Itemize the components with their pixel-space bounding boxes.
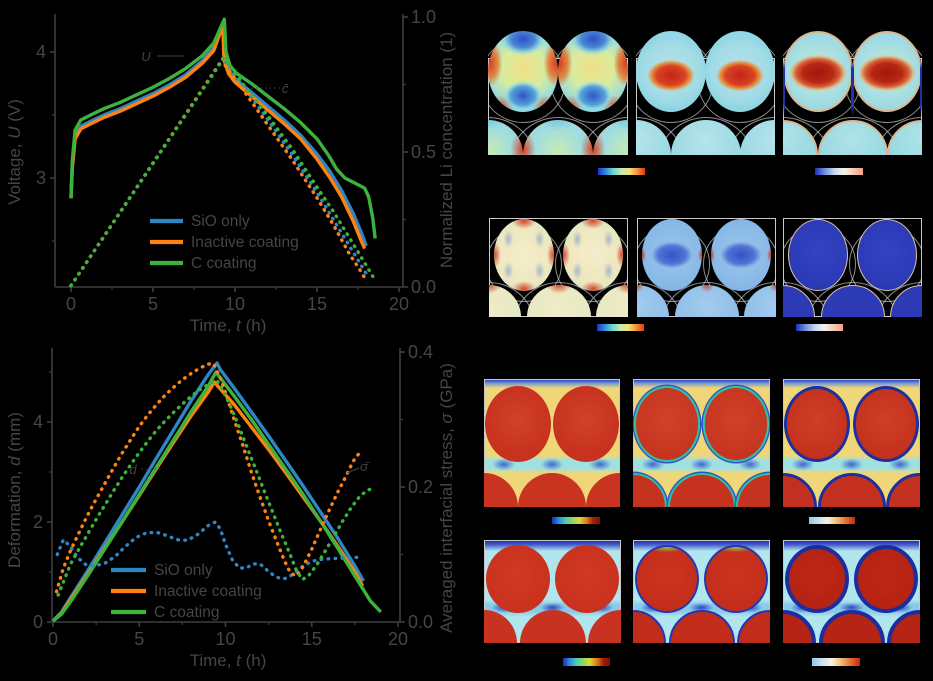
x-tick-label: 10 [225,294,245,314]
legend-label-inactive: Inactive coating [191,234,299,251]
legend-label-inactive: Inactive coating [154,583,262,600]
panel-r1c2 [636,31,775,155]
panel-r4c2 [633,540,770,643]
particle [635,545,700,613]
colorbar-rainbow-4 [563,658,610,666]
particle [783,31,853,112]
panel-r4c3 [783,540,920,643]
colorbar-coolwarm-4 [812,658,860,666]
particle [636,31,706,112]
y-tick-label-right: 1.0 [411,7,436,27]
panel-r4c1 [484,540,621,643]
annotation-U: U [141,49,151,64]
colorbar-coolwarm-3 [809,517,855,524]
y-axis-label-right: Averaged interfacial stress, σ (GPa) [437,363,456,633]
x-tick-label: 20 [389,294,409,314]
particle [558,31,628,112]
series-li-sio [69,55,369,288]
y-tick-label-left: 3 [36,168,46,188]
y-axis-label-left: Deformation, d (mm) [5,412,24,568]
series-li-inactive [69,57,367,288]
legend-label-c: C coating [191,255,256,272]
legend-label-c: C coating [154,604,219,621]
particle [488,31,558,112]
colorbar-coolwarm-2 [796,324,843,331]
y-tick-label-left: 2 [33,512,43,532]
particle [711,219,772,291]
gap-strip [850,60,854,117]
deformation-stress-chart: 0 5 10 15 20 0 2 4 0.0 0.2 0.4 SiO only Inactive coa… [5,342,456,670]
colorbar-coolwarm-1 [815,168,863,175]
series-deformation-sio [51,361,365,623]
x-tick-label: 15 [307,294,327,314]
y-tick-label-right: 0.0 [408,612,433,632]
series-stress-sio [55,520,362,581]
x-tick-label: 5 [134,629,144,649]
particle [853,545,918,613]
annotation-c̄: c̄ [282,81,289,96]
panel-r3c1 [484,379,620,507]
particle [641,219,702,291]
legend-label-sio: SiO only [191,213,250,230]
particle [493,219,554,291]
gap-strip [919,60,922,117]
x-tick-label: 0 [48,629,58,649]
particle [705,31,775,112]
annotation-leader [346,467,360,474]
y-tick-label-right: 0.4 [408,342,433,362]
x-axis-label: Time, t (h) [190,316,267,335]
panel-r1c1 [488,31,628,155]
panel-r2c3 [783,213,922,317]
particle [702,386,769,462]
particle [554,545,619,613]
panel-r3c2 [633,379,770,507]
y-tick-label-left: 4 [33,412,43,432]
particle [785,545,850,613]
y-tick-label-right: 0.5 [411,142,436,162]
gap-strip [783,60,785,117]
colorbar-rainbow-3 [552,517,600,524]
particle [486,545,551,613]
series-stress-c [56,378,376,597]
x-tick-label: 15 [302,629,322,649]
annotation-d: d [129,462,137,477]
y-axis-label-left: Voltage, U (V) [5,99,24,205]
particle [784,386,851,462]
simulation-panels [466,0,933,681]
x-tick-label: 0 [66,294,76,314]
particle [852,31,922,112]
y-tick-label-right: 0.2 [408,477,433,497]
x-tick-label: 10 [215,629,235,649]
particle [787,219,848,291]
voltage-li-chart: 0 5 10 15 20 3 4 0.0 0.5 1.0 SiO only Inactive coat… [5,7,456,335]
series-voltage-c [69,17,377,239]
particle [857,219,918,291]
annotation-σ̄: σ̄ [360,459,370,474]
series-stress-inactive [54,361,362,594]
legend-label-sio: SiO only [154,562,213,579]
particle [852,386,919,462]
x-axis-label: Time, t (h) [190,651,267,670]
panel-r1c3 [783,31,922,155]
y-tick-label-left: 0 [33,612,43,632]
y-axis-label-right: Normalized Li concentration (1) [437,32,456,268]
x-tick-label: 5 [148,294,158,314]
colorbar-rainbow-1 [598,168,645,175]
particle [563,219,624,291]
x-tick-label: 20 [388,629,408,649]
y-tick-label-right: 0.0 [411,277,436,297]
particle [703,545,768,613]
series-li-c [69,55,377,288]
particle [634,386,701,462]
particle [485,386,551,462]
particle [553,386,619,462]
panel-r3c3 [783,379,920,507]
y-tick-label-left: 4 [36,42,46,62]
panel-r2c1 [489,213,628,317]
panel-r2c2 [637,213,776,317]
colorbar-rainbow-2 [597,324,644,331]
